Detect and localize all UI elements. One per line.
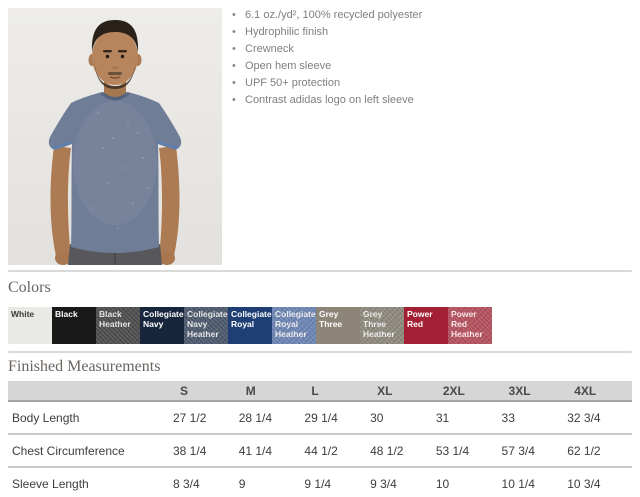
- measurement-value: 33: [500, 401, 567, 435]
- swatch-label: Power Red: [407, 309, 433, 330]
- measurement-row-label: Body Length: [8, 401, 172, 435]
- feature-item: • Crewneck: [232, 41, 422, 58]
- color-swatch-collegiate-royal-heather[interactable]: Collegiate Royal Heather: [272, 307, 316, 344]
- table-row: Chest Circumference 38 1/4 41 1/4 44 1/2 48 …: [8, 434, 632, 468]
- measurement-value: 44 1/2: [303, 434, 370, 468]
- size-column-header: L: [303, 381, 370, 402]
- feature-text: UPF 50+ protection: [245, 77, 341, 89]
- header-corner-cell: [8, 381, 172, 402]
- size-column-header: S: [172, 381, 238, 402]
- size-column-header: XL: [369, 381, 435, 402]
- swatch-label: Power Red Heather: [451, 309, 483, 340]
- measurement-value: 9 1/4: [304, 476, 332, 491]
- size-column-header: 4XL: [566, 381, 632, 402]
- colors-heading: Colors: [8, 279, 51, 296]
- swatch-label: Grey Three: [319, 309, 343, 330]
- bullet-icon: •: [232, 43, 236, 55]
- measurement-value: 32 3/4: [566, 401, 632, 435]
- measurement-value: 27 1/2: [172, 401, 238, 435]
- measurement-row-label: Chest Circumference: [8, 434, 172, 468]
- table-row: Body Length 27 1/2 28 1/4 29 1/4 30 31 33 32 3/…: [8, 401, 632, 435]
- measurement-value: 30: [369, 401, 435, 435]
- swatch-label: Black: [55, 309, 78, 319]
- measurement-value: 38 1/4: [172, 434, 238, 468]
- feature-text: Contrast adidas logo on left sleeve: [245, 94, 414, 106]
- swatch-label: Black Heather: [99, 309, 131, 330]
- model-illustration: [8, 8, 222, 265]
- swatch-label: Collegiate Royal: [231, 309, 272, 330]
- size-column-header: 2XL: [434, 381, 501, 402]
- color-swatch-collegiate-royal[interactable]: Collegiate Royal: [228, 307, 272, 344]
- bullet-icon: •: [232, 60, 236, 72]
- feature-text: Crewneck: [245, 43, 294, 55]
- bullet-icon: •: [232, 26, 236, 38]
- color-swatch-power-red-heather[interactable]: Power Red Heather: [448, 307, 492, 344]
- finished-measurements-heading: Finished Measurements: [8, 358, 161, 375]
- color-swatch-black[interactable]: Black: [52, 307, 96, 344]
- swatch-label: Collegiate Royal Heather: [275, 309, 316, 340]
- measurements-body: Body Length 27 1/2 28 1/4 29 1/4 30 31 33 32 3/…: [8, 401, 632, 497]
- swatch-label: Collegiate Navy: [143, 309, 184, 330]
- measurement-value: 62 1/2: [566, 434, 632, 468]
- size-header-row: S M L XL 2XL 3XL 4XL: [8, 381, 632, 402]
- feature-item: • Contrast adidas logo on left sleeve: [232, 92, 422, 109]
- feature-list: • 6.1 oz./yd², 100% recycled polyester • Hy…: [232, 7, 422, 109]
- product-photo: [8, 8, 222, 265]
- measurement-value: 48 1/2: [369, 434, 435, 468]
- measurement-value: 10: [435, 476, 450, 491]
- color-swatch-collegiate-navy-heather[interactable]: Collegiate Navy Heather: [184, 307, 228, 344]
- measurement-value: 28 1/4: [237, 401, 304, 435]
- color-swatch-black-heather[interactable]: Black Heather: [96, 307, 140, 344]
- divider: [8, 270, 632, 272]
- divider: [8, 351, 632, 353]
- measurement-value: 41 1/4: [237, 434, 304, 468]
- feature-text: Open hem sleeve: [245, 60, 332, 72]
- swatch-label: Collegiate Navy Heather: [187, 309, 228, 340]
- feature-text: Hydrophilic finish: [245, 26, 329, 38]
- swatch-label: Grey Three Heather: [363, 309, 395, 340]
- measurement-value: 10 3/4: [567, 476, 601, 491]
- measurement-value: 31: [434, 401, 501, 435]
- feature-item: • Open hem sleeve: [232, 58, 422, 75]
- color-swatch-strip: White Black Black Heather Collegiate Navy Co…: [8, 307, 492, 344]
- feature-item: • 6.1 oz./yd², 100% recycled polyester: [232, 7, 422, 24]
- feature-item: • UPF 50+ protection: [232, 75, 422, 92]
- color-swatch-power-red[interactable]: Power Red: [404, 307, 448, 344]
- measurement-value: 29 1/4: [303, 401, 370, 435]
- measurement-value: 9: [238, 476, 246, 491]
- color-swatch-grey-three[interactable]: Grey Three: [316, 307, 360, 344]
- swatch-label: White: [11, 309, 35, 319]
- measurement-row-label: Sleeve Length: [12, 476, 89, 491]
- measurement-value: 57 3/4: [500, 434, 567, 468]
- color-swatch-collegiate-navy[interactable]: Collegiate Navy: [140, 307, 184, 344]
- bullet-icon: •: [232, 9, 236, 21]
- measurement-value: 10 1/4: [501, 476, 535, 491]
- measurement-value: 9 3/4: [370, 476, 397, 491]
- color-swatch-grey-three-heather[interactable]: Grey Three Heather: [360, 307, 404, 344]
- measurement-value: 8 3/4: [173, 476, 200, 491]
- color-swatch-white[interactable]: White: [8, 307, 52, 344]
- table-row: Sleeve Length 8 3/4 9 9 1/4 9 3/4 10 10 1/4 10 …: [8, 467, 632, 497]
- bullet-icon: •: [232, 77, 236, 89]
- bullet-icon: •: [232, 94, 236, 106]
- size-column-header: 3XL: [500, 381, 567, 402]
- size-column-header: M: [237, 381, 304, 402]
- feature-text: 6.1 oz./yd², 100% recycled polyester: [245, 9, 423, 21]
- measurement-value: 53 1/4: [434, 434, 501, 468]
- measurements-table: S M L XL 2XL 3XL 4XL Body Length 27 1/2 28 1/4 29…: [8, 381, 632, 497]
- feature-item: • Hydrophilic finish: [232, 24, 422, 41]
